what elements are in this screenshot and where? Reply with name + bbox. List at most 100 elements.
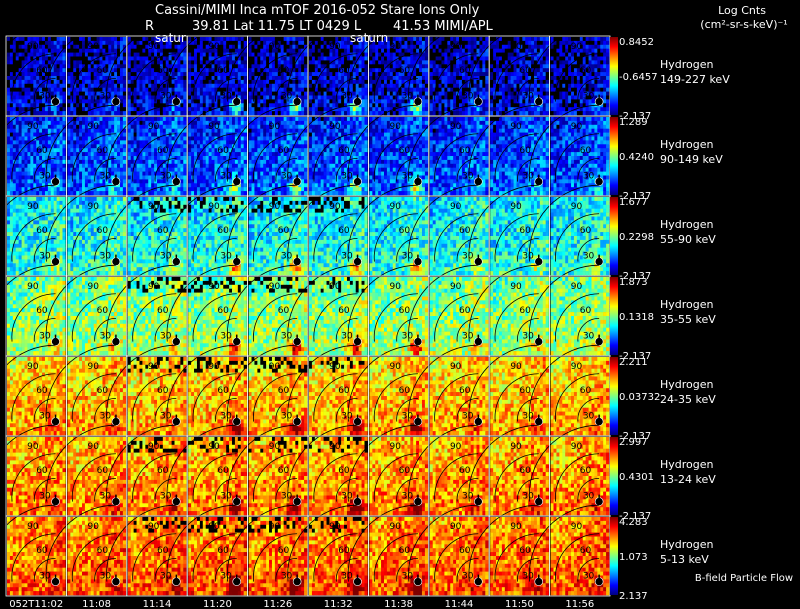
contour-label: 30	[341, 411, 353, 421]
contour-label: 60	[338, 146, 350, 156]
contour-label: 60	[519, 466, 531, 476]
units-sub-label: (cm²-sr-s-keV)⁻¹	[695, 18, 793, 31]
planet-marker	[51, 337, 60, 346]
contour-label: 90	[450, 202, 462, 212]
contour-label: 60	[157, 466, 169, 476]
contour-label: 60	[278, 146, 290, 156]
planet-marker	[413, 177, 423, 186]
planet-marker	[111, 417, 121, 426]
planet-marker	[594, 177, 604, 186]
contour-label: 60	[36, 386, 48, 396]
planet-marker	[474, 97, 483, 106]
contour-label: 90	[450, 442, 462, 452]
planet-marker	[232, 97, 242, 106]
contour-label: 60	[278, 546, 290, 556]
image-panel: 90 60 30	[468, 184, 551, 277]
contour-label: 60	[519, 146, 531, 156]
colorbar-max-label: 2.997	[619, 437, 648, 448]
contour-label: 60	[338, 546, 350, 556]
image-panel: 90 60 30	[106, 264, 188, 357]
contour-label: 30	[281, 571, 293, 581]
contour-label: 30	[341, 331, 353, 341]
contour-label: 30	[522, 411, 534, 421]
contour-label: 60	[399, 66, 411, 76]
planet-marker	[172, 97, 181, 106]
contour-label: 90	[329, 442, 341, 452]
planet-marker	[172, 497, 181, 506]
energy-range-label: 35-55 keV	[660, 313, 716, 326]
image-panel: 90 60 30	[166, 424, 248, 517]
energy-range-label: 55-90 keV	[660, 233, 716, 246]
contour-label: 90	[510, 122, 522, 132]
contour-label: 90	[208, 522, 220, 532]
contour-label: 60	[519, 66, 531, 76]
contour-label: 60	[157, 66, 169, 76]
contour-label: 60	[580, 386, 592, 396]
contour-label: 60	[519, 386, 531, 396]
planet-marker	[353, 257, 362, 266]
image-panel: 90 60 30	[0, 264, 67, 357]
image-panel: 90 60 30	[528, 184, 611, 277]
image-panel: 90 60 30	[528, 24, 611, 117]
contour-label: 60	[580, 546, 592, 556]
contour-label: 90	[88, 442, 100, 452]
image-panel: 90 60 30	[468, 424, 551, 517]
planet-marker	[353, 97, 362, 106]
planet-marker	[232, 257, 242, 266]
contour-label: 90	[27, 122, 39, 132]
contour-label: 30	[160, 91, 172, 101]
contour-label: 60	[459, 546, 471, 556]
colorbar-min-label: -2.137	[619, 191, 651, 202]
contour-label: 30	[402, 571, 414, 581]
contour-label: 60	[459, 306, 471, 316]
plot-title: Cassini/MIMI Inca mTOF 2016-052 Stare Io…	[155, 3, 479, 18]
contour-label: 30	[160, 171, 172, 181]
contour-label: 60	[399, 146, 411, 156]
planet-marker	[413, 257, 423, 266]
contour-label: 30	[39, 91, 51, 101]
image-panel: 90 60 30	[106, 504, 188, 597]
saturn-label-right: saturn	[350, 31, 388, 45]
planet-marker	[534, 257, 544, 266]
contour-label: 90	[450, 362, 462, 372]
contour-label: 30	[100, 91, 112, 101]
time-tick-label: 11:44	[445, 599, 474, 609]
contour-label: 90	[148, 122, 160, 132]
planet-marker	[413, 97, 423, 106]
contour-label: 60	[217, 306, 229, 316]
image-panel: 90 60 30	[468, 104, 551, 197]
planet-marker	[111, 337, 121, 346]
contour-label: 60	[338, 306, 350, 316]
planet-marker	[232, 177, 242, 186]
image-panel: 90 60 30	[347, 424, 430, 517]
contour-label: 60	[399, 466, 411, 476]
colorbar-max-label: 1.677	[619, 197, 648, 208]
contour-label: 30	[160, 491, 172, 501]
contour-label: 30	[583, 91, 595, 101]
image-panel: 90 60 30	[287, 504, 369, 597]
planet-marker	[51, 577, 60, 586]
planet-marker	[292, 177, 302, 186]
contour-label: 30	[341, 91, 353, 101]
planet-marker	[172, 177, 181, 186]
contour-label: 60	[459, 146, 471, 156]
position-info: 39.81 Lat 11.75 LT 0429 L	[192, 19, 361, 34]
species-label: Hydrogen	[660, 378, 714, 391]
contour-label: 60	[36, 546, 48, 556]
contour-label: 30	[583, 491, 595, 501]
colorbar	[610, 357, 618, 435]
species-label: Hydrogen	[660, 218, 714, 231]
contour-label: 90	[27, 282, 39, 292]
image-panel: 90 60 30	[347, 184, 430, 277]
contour-label: 30	[341, 491, 353, 501]
contour-label: 60	[217, 386, 229, 396]
contour-label: 90	[269, 42, 281, 52]
planet-marker	[534, 497, 544, 506]
contour-label: 30	[220, 491, 232, 501]
colorbar-min-label: -2.137	[619, 511, 651, 522]
planet-marker	[111, 97, 121, 106]
contour-label: 30	[160, 571, 172, 581]
contour-label: 90	[269, 282, 281, 292]
contour-label: 30	[522, 91, 534, 101]
contour-label: 30	[220, 571, 232, 581]
